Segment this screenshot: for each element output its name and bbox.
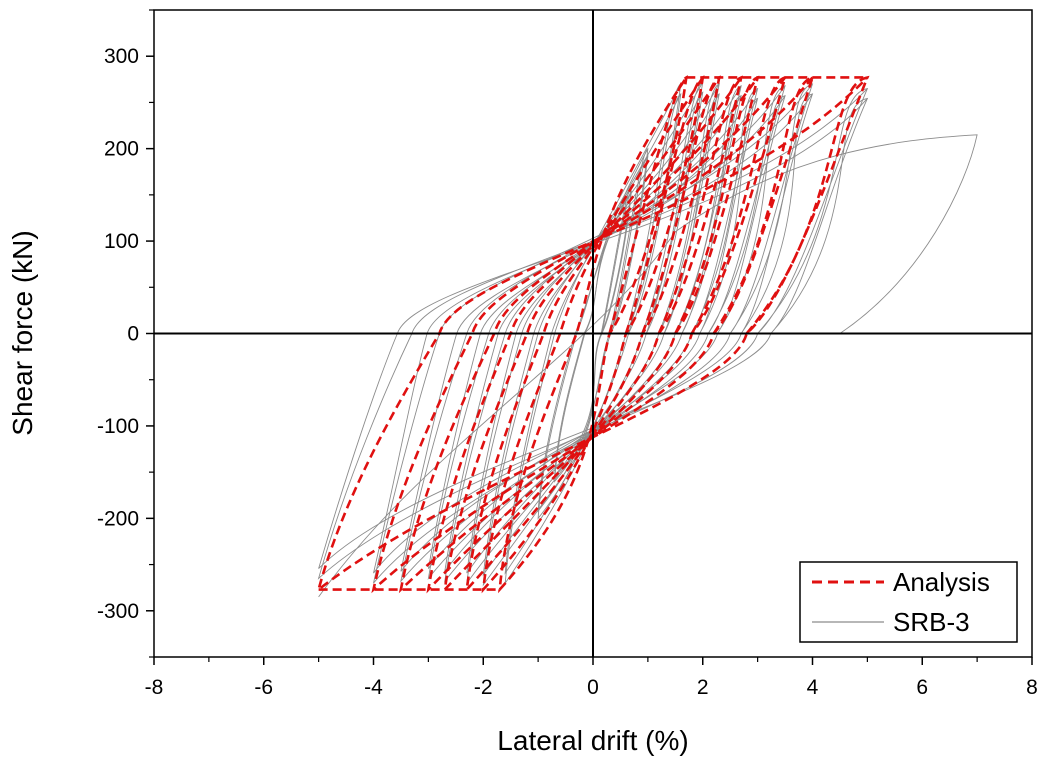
srb3-loop-2 (537, 147, 649, 520)
srb3-loop-8 (400, 85, 786, 583)
x-tick-label-2: -4 (364, 676, 383, 699)
x-tick-label-0: -8 (145, 676, 164, 699)
tick-layer: -8 -6 -4 -2 0 2 4 6 8 -300 -200 -100 0 100 200 300 (97, 9, 1038, 699)
y-tick-label-4: 100 (104, 230, 139, 253)
x-tick-label-4: 0 (587, 676, 599, 699)
legend: Analysis SRB-3 (799, 561, 1018, 643)
analysis-loop-6 (398, 75, 787, 594)
y-tick-label-5: 200 (104, 138, 139, 161)
srb3-loop-repeat-10 (318, 97, 869, 569)
analysis-loop-8 (316, 75, 870, 593)
legend-box (799, 561, 1018, 643)
analysis-curves (316, 75, 870, 594)
y-tick-label-3: 0 (127, 323, 139, 346)
x-tick-label-6: 4 (807, 676, 819, 699)
x-tick-label-3: -2 (474, 676, 493, 699)
legend-srb3-label: SRB-3 (893, 607, 970, 637)
analysis-loop-4 (442, 75, 743, 594)
x-tick-label-8: 8 (1026, 676, 1038, 699)
analysis-loop-7 (371, 75, 815, 594)
analysis-loop-2 (481, 75, 705, 594)
legend-analysis-label: Analysis (893, 567, 990, 597)
y-tick-label-6: 300 (104, 45, 139, 68)
x-tick-label-5: 2 (697, 676, 709, 699)
srb3-loop-7 (427, 87, 759, 581)
y-tick-label-0: -300 (97, 600, 139, 623)
y-tick-label-2: -100 (97, 415, 139, 438)
x-tick-label-1: -6 (254, 676, 273, 699)
analysis-loop-3 (465, 75, 721, 594)
y-tick-label-1: -200 (97, 507, 139, 530)
x-tick-label-7: 6 (916, 676, 928, 699)
x-axis-title: Lateral drift (%) (497, 725, 688, 756)
y-axis-title: Shear force (kN) (7, 230, 38, 435)
